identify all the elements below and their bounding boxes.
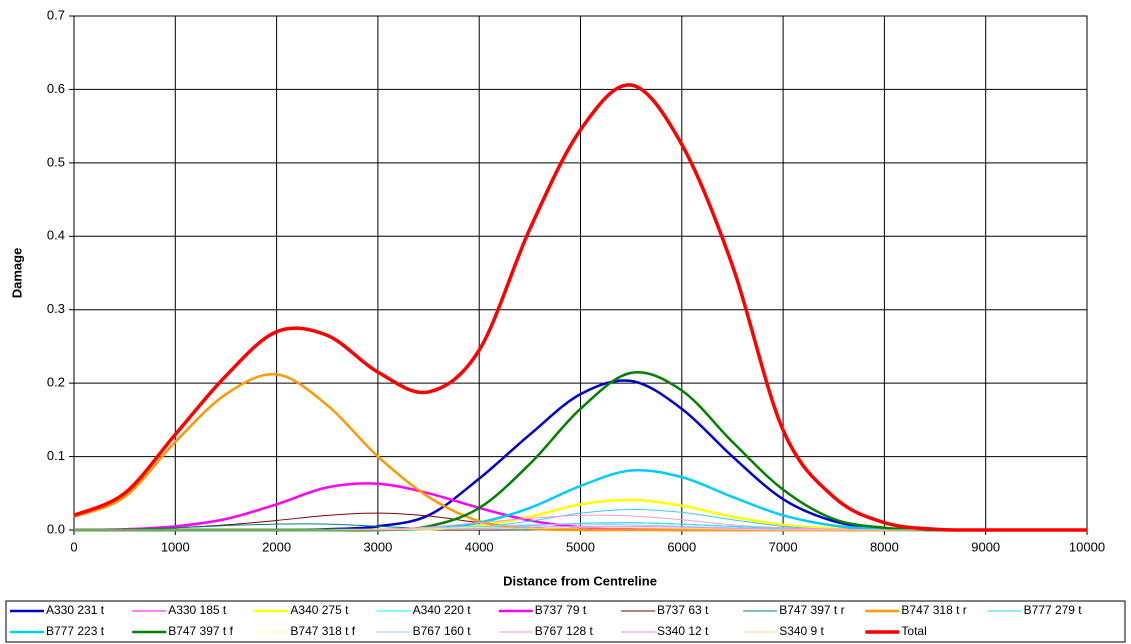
x-tick-label: 9000 — [971, 539, 1000, 554]
legend-label: S340 12 t — [657, 624, 709, 638]
y-tick-label: 0.6 — [47, 81, 65, 96]
legend-label: A330 185 t — [168, 603, 227, 617]
legend-label: B737 79 t — [535, 603, 587, 617]
legend-label: B747 397 t r — [779, 603, 844, 617]
y-tick-label: 0.7 — [47, 7, 65, 22]
y-tick-label: 0.2 — [47, 375, 65, 390]
y-axis-title: Damage — [9, 248, 24, 299]
y-tick-label: 0.5 — [47, 154, 65, 169]
x-tick-label: 1000 — [161, 539, 190, 554]
legend-label: Total — [901, 624, 926, 638]
x-tick-label: 7000 — [769, 539, 798, 554]
legend-label: B737 63 t — [657, 603, 709, 617]
legend-label: B777 279 t — [1024, 603, 1083, 617]
x-tick-label: 3000 — [363, 539, 392, 554]
x-tick-label: 4000 — [465, 539, 494, 554]
x-axis-title: Distance from Centreline — [503, 573, 657, 588]
legend-label: B747 397 t f — [168, 624, 233, 638]
legend-label: A340 275 t — [290, 603, 349, 617]
series-line — [73, 83, 1087, 532]
legend-label: S340 9 t — [779, 624, 824, 638]
legend-box — [5, 600, 1126, 643]
x-tick-label: 10000 — [1069, 539, 1105, 554]
legend-label: B747 318 t r — [901, 603, 966, 617]
legend-label: B767 128 t — [535, 624, 594, 638]
legend: A330 231 t A330 185 t A340 275 t A340 220 t… — [10, 603, 1082, 638]
x-tick-label: 0 — [70, 539, 77, 554]
x-tick-label: 2000 — [262, 539, 291, 554]
legend-label: B777 223 t — [46, 624, 105, 638]
y-tick-label: 0.0 — [47, 521, 65, 536]
y-tick-label: 0.4 — [47, 228, 65, 243]
y-tick-label: 0.1 — [47, 448, 65, 463]
x-tick-label: 5000 — [566, 539, 595, 554]
x-tick-label: 6000 — [667, 539, 696, 554]
legend-label: B767 160 t — [413, 624, 472, 638]
x-tick-label: 8000 — [870, 539, 899, 554]
legend-label: A330 231 t — [46, 603, 105, 617]
legend-label: A340 220 t — [413, 603, 472, 617]
y-tick-label: 0.3 — [47, 301, 65, 316]
legend-label: B747 318 t f — [290, 624, 355, 638]
